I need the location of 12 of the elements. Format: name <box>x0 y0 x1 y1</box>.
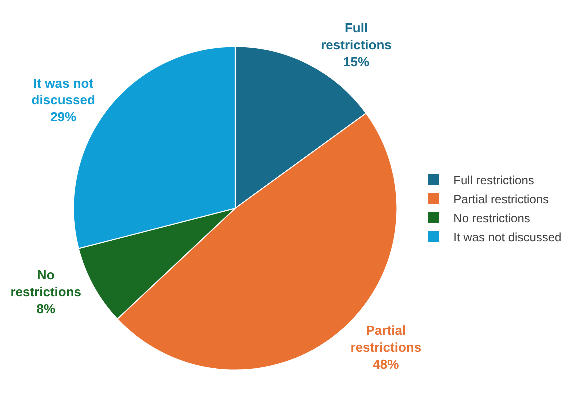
legend-label: Full restrictions <box>454 174 534 188</box>
legend-label: No restrictions <box>454 212 530 226</box>
slice-label: It was not discussed <box>32 76 96 108</box>
slice-label: Full restrictions <box>321 20 392 52</box>
legend-label: It was not discussed <box>454 230 562 245</box>
slice-label: Partial restrictions <box>350 323 422 356</box>
slice-label: No restrictions <box>10 268 82 300</box>
data-label: 15% <box>343 54 370 70</box>
data-label: 8% <box>36 301 56 316</box>
legend-label: Partial restrictions <box>454 192 550 207</box>
data-label: 29% <box>50 110 78 125</box>
data-label: 48% <box>373 357 400 372</box>
